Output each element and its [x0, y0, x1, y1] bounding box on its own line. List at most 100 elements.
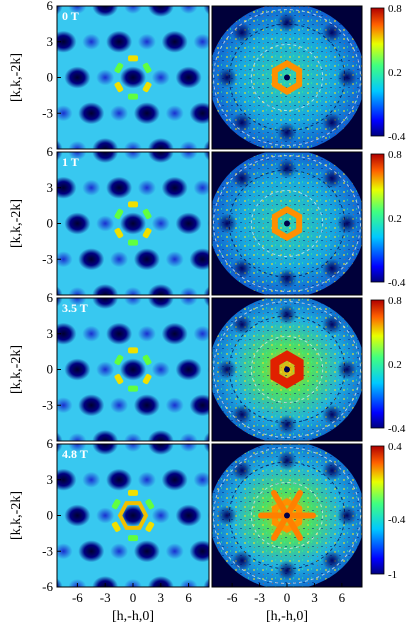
y-tick-label: 3 — [47, 180, 54, 195]
calc-peak — [189, 394, 209, 417]
calc-peak — [92, 284, 119, 295]
calc-peak — [57, 251, 73, 268]
colorbar-tick-label: -0.4 — [388, 423, 406, 435]
measured-powder-ring — [250, 482, 324, 549]
measured-powder-ring — [213, 301, 361, 438]
calc-peak — [179, 6, 198, 14]
calc-peak — [189, 102, 209, 125]
calc-peak — [193, 471, 209, 488]
measured-powder-ring — [213, 155, 361, 292]
calc-peak — [110, 251, 129, 268]
measured-dark-spot — [232, 550, 252, 571]
colorbar-tick-label: 0.2 — [388, 213, 402, 225]
calc-peak — [189, 248, 209, 271]
calc-peak — [96, 361, 115, 378]
colorbar-tick-label: 0.4 — [388, 441, 402, 453]
measured-dark-spot — [322, 314, 342, 335]
calc-peak — [92, 152, 119, 163]
y-tick-label: -3 — [42, 397, 53, 412]
measured-frame — [211, 297, 363, 442]
measured-powder-ring — [228, 315, 346, 424]
x-tick-label: -3 — [254, 590, 265, 605]
calc-peak — [92, 298, 119, 309]
calc-peak — [106, 468, 133, 491]
calc-peak — [133, 248, 160, 271]
y-tick-label: 6 — [47, 0, 54, 13]
calc-peak — [106, 176, 133, 199]
calc-peak — [106, 30, 133, 53]
measured-dark-spot — [217, 359, 237, 380]
calc-peak — [175, 358, 202, 381]
measured-dark-spot — [277, 12, 297, 33]
measured-ring — [271, 498, 303, 533]
y-tick-label: 0 — [47, 216, 54, 231]
measured-dark-spot — [277, 450, 297, 471]
calc-peak — [57, 152, 63, 162]
colorbar-tick-label: 0.8 — [388, 295, 402, 307]
calc-peak — [68, 298, 87, 306]
calc-bond — [128, 535, 138, 542]
calc-peak — [57, 322, 77, 345]
calc-bond — [142, 208, 152, 220]
calc-peak — [175, 504, 202, 527]
calc-peak — [203, 431, 209, 441]
calc-peak — [57, 6, 63, 16]
measured-dark-spot — [232, 112, 252, 133]
calc-peak — [179, 444, 198, 452]
measured-dark-spot — [232, 22, 252, 43]
measured-star-arm — [271, 489, 290, 519]
calc-peak — [92, 6, 119, 17]
x-tick-label: 3 — [311, 590, 318, 605]
calc-peak — [78, 248, 105, 271]
measured-ring — [270, 350, 304, 389]
x-tick-label: 0 — [284, 590, 291, 605]
measured-powder-ring — [213, 9, 361, 146]
field-label: 1 T — [62, 155, 79, 169]
calc-peak — [92, 138, 119, 149]
calc-peak — [82, 179, 101, 196]
x-axis-label: [h,-h,0] — [112, 609, 154, 624]
calc-bond — [128, 55, 138, 62]
y-tick-label: -3 — [42, 105, 53, 120]
calc-peak — [64, 504, 91, 527]
measured-powder-ring — [228, 461, 346, 570]
calc-peak — [179, 433, 198, 441]
measured-map — [212, 152, 362, 295]
calc-peak — [137, 33, 156, 50]
calc-peak — [120, 66, 146, 89]
y-axis-label: [k,k,-2k] — [9, 53, 24, 102]
y-tick-label: 0 — [47, 362, 54, 377]
calc-peak — [64, 358, 91, 381]
calc-peak — [78, 394, 105, 417]
calc-peak — [203, 444, 209, 454]
y-tick-label: -3 — [42, 543, 53, 558]
field-label: 3.5 T — [62, 301, 88, 315]
calc-peak — [57, 397, 73, 414]
calc-peak — [203, 6, 209, 16]
colorbar-tick-label: -0.4 — [388, 514, 406, 526]
calc-peak — [165, 251, 184, 268]
calc-peak — [147, 6, 174, 17]
measured-dark-spot — [322, 22, 342, 43]
x-tick-label: -6 — [227, 590, 238, 605]
colorbar-tick-label: -0.4 — [388, 131, 406, 143]
calc-peak — [165, 105, 184, 122]
x-axis-label: [h,-h,0] — [266, 609, 308, 624]
calc-peak — [193, 325, 209, 342]
measured-powder-ring — [250, 190, 324, 257]
calc-peak — [161, 468, 188, 491]
measured-centre — [284, 220, 290, 227]
measured-powder-ring — [228, 23, 346, 132]
measured-powder-ring — [250, 44, 324, 111]
calc-peak — [133, 102, 160, 125]
measured-dark-spot — [322, 258, 342, 279]
measured-dark-spot — [322, 112, 342, 133]
calc-peak — [96, 507, 115, 524]
calc-bond — [114, 62, 124, 74]
calc-peak — [110, 105, 129, 122]
measured-dark-spot — [322, 168, 342, 189]
calc-peak — [203, 285, 209, 295]
calc-peak — [68, 444, 87, 452]
y-tick-label: -6 — [42, 579, 53, 594]
